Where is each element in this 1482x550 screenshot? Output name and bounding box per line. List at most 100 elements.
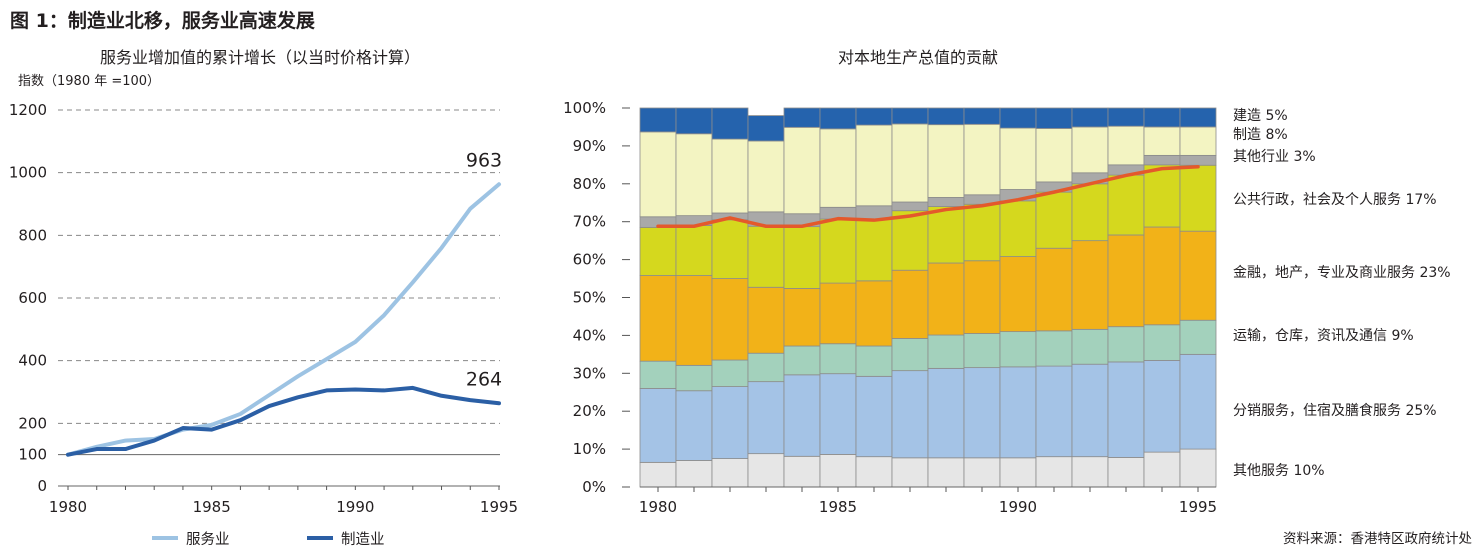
bar-segment [1143,451,1181,488]
line-chart: 0 100 200 400 600 800 1000 1200 1980 1985 1990 1995… [9,101,518,548]
bar-segment [963,107,1001,125]
bar-segment [1107,174,1145,236]
segment-label: 公共行政，社会及个人服务 17% [1233,192,1437,208]
bar-segment [675,225,713,276]
bar-segment [1035,128,1073,183]
bar-segment [1107,326,1145,363]
bar-segment [783,288,821,347]
bar-segment [747,352,785,383]
bar-segment [1035,107,1073,129]
y-tick-label: 0 [37,477,47,495]
bar-segment [1179,319,1217,355]
bar-segment [747,453,785,488]
y-tick-label: 50% [573,289,606,307]
bar-segment [963,333,1001,369]
bar-segment [1035,330,1073,367]
x-tick-label: 1980 [49,498,87,516]
bar-segment [1035,247,1073,332]
x-tick-label: 1990 [999,498,1037,516]
bar-segment [891,370,929,459]
bar-segment [855,107,893,126]
legend-label: 制造业 [341,531,385,548]
bar-segment [963,260,1001,334]
bar-segment [855,345,893,377]
bar-segment [639,275,677,362]
bar-segment [855,375,893,458]
bar-segment [1071,107,1109,128]
bar-segment [711,107,749,140]
bar-segment [1179,154,1217,166]
bar-segment [711,138,749,214]
bar-segment [783,374,821,457]
bar-segment [1107,125,1145,166]
bar-chart-title: 对本地生产总值的贡献 [838,48,999,67]
y-tick-label: 800 [18,226,47,244]
y-tick-label: 40% [573,326,606,344]
y-tick-label: 400 [18,352,47,370]
bar-segment [855,124,893,207]
y-tick-label: 90% [573,137,606,155]
bar-segment [1179,230,1217,321]
bar-segment [1143,107,1181,128]
bar-segment [639,226,677,276]
bar-segment [747,225,785,288]
bar-segment [855,280,893,347]
bar-segment [891,123,929,203]
bar-segment [819,218,857,284]
bar-segment [783,126,821,215]
bar-segment [639,461,677,488]
line-chart-y-unit: 指数（1980 年 =100） [18,74,161,89]
bar-segment [927,334,965,369]
bar-segment [639,360,677,389]
bar-segment [1107,107,1145,127]
series-line [66,385,501,457]
y-tick-label: 100% [563,99,606,117]
end-value-label: 264 [466,368,502,390]
bar-segment [675,133,713,217]
source-note: 资料来源：香港特区政府统计处 [1283,531,1472,547]
bar-segment [1179,448,1217,488]
bar-segment [963,367,1001,459]
bar-segment [1143,164,1181,228]
y-tick-label: 1000 [9,164,47,182]
bar-segment [891,338,929,372]
bar-segment [1035,456,1073,488]
bar-segment [1071,363,1109,458]
page-title: 图 1：制造业北移，服务业高速发展 [10,10,315,32]
bar-segment [819,107,857,130]
bar-segment [1071,328,1109,365]
bar-segment [963,123,1001,196]
bar-segment [999,457,1037,488]
bar-segment [639,131,677,218]
y-tick-label: 70% [573,213,606,231]
y-tick-label: 0% [582,478,606,496]
y-tick-label: 600 [18,289,47,307]
bar-segment [675,390,713,461]
bar-segment [639,388,677,463]
bar-segment [891,210,929,271]
bar-segment [927,197,965,207]
x-tick-label: 1995 [1179,498,1217,516]
bar-segment [1035,365,1073,458]
bar-segment [747,115,785,142]
stacked-bar-chart: 0% 10% 20% 30% 40% 50% 60% 70% 80% 90% 100% 1980 198… [563,99,1450,516]
bar-segment [1179,353,1217,450]
bar-segment [999,127,1037,190]
y-tick-label: 200 [18,414,47,432]
bar-segment [747,381,785,455]
bar-segment [711,219,749,279]
bar-segment [1107,457,1145,488]
legend-label: 服务业 [186,531,230,548]
bar-segment [1035,191,1073,249]
segment-label: 其他行业 3% [1233,149,1316,165]
x-tick-label: 1995 [480,498,518,516]
bar-segment [675,460,713,488]
bar-segment [711,278,749,361]
x-tick-label: 1985 [193,498,231,516]
bar-segment [963,203,1001,262]
end-value-label: 963 [466,149,502,171]
bar-segment [999,331,1037,368]
bar-segment [1107,361,1145,458]
bar-segment [891,457,929,488]
bar-segment [1143,226,1181,326]
